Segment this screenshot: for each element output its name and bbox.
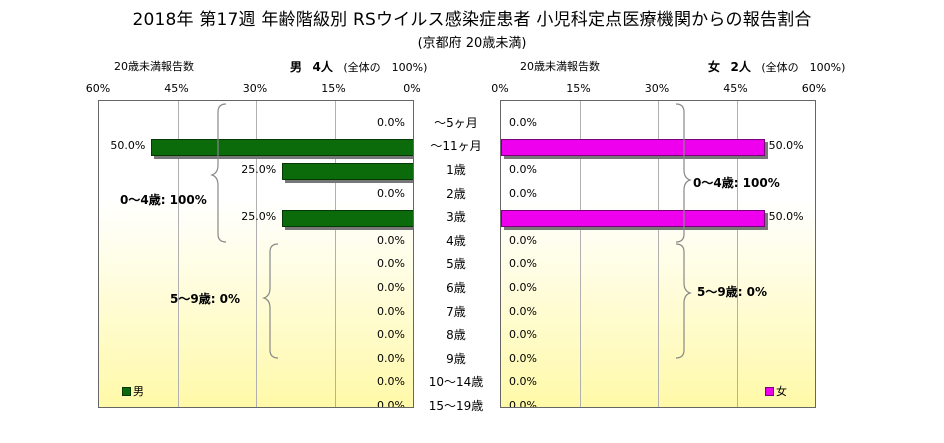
male-label: 男 [290,60,303,74]
female-label: 女 [708,60,721,74]
chart-subtitle: (京都府 20歳未満) [417,36,527,51]
male-tick-label: 0% [403,82,421,95]
male-header: 男 4人 (全体の 100%) [290,58,427,75]
female-bar [501,209,765,227]
male-count: 4人 [312,60,333,74]
female-value-label: 0.0% [509,233,537,247]
age-label: 10～14歳 [428,375,484,390]
male-bar [282,162,413,180]
age-label: ～5ヶ月 [434,115,478,130]
male-tick-label: 30% [242,82,268,95]
female-value-label: 0.0% [509,115,537,129]
age-label: 15～19歳 [428,399,484,413]
female-value-label: 0.0% [509,375,537,389]
female-tick-label: 60% [801,82,827,95]
female-gridline [658,101,659,407]
male-legend: 男 [122,383,144,399]
female-plot-area: 0.0% 50.0% 0.0% 0.0% 50.0% 0.0% 0.0% 0.0% 0.0% 0.… [500,100,816,408]
male-value-label: 25.0% [241,163,277,176]
female-bar [501,138,765,156]
female-gridline [579,101,581,407]
male-value-label: 0.0% [377,375,405,389]
male-count-header-label: 20歳未満報告数 [114,60,194,73]
female-tick-label: 0% [491,82,509,95]
male-tick-label: 45% [164,82,189,95]
female-tick-label: 45% [723,82,748,95]
male-plot-area: 0.0% 50.0% 25.0% 0.0% 25.0% 0.0% 0.0% 0.0% 0.0% 0… [98,100,414,408]
male-value-label: 0.0% [377,351,405,365]
male-brace-note-5-9: 5～9歳: 0% [170,292,241,306]
male-gridline [256,101,257,407]
female-value-label: 50.0% [768,210,804,224]
age-label: ～11ヶ月 [430,139,482,154]
female-value-label: 50.0% [768,139,804,153]
male-bar [282,209,413,227]
age-label: 2歳 [446,186,466,201]
male-gridline [334,101,336,407]
male-value-label: 0.0% [377,399,405,408]
female-tick-label: 15% [566,82,591,95]
female-value-label: 0.0% [509,163,537,176]
female-value-label: 0.0% [509,351,537,365]
male-tick-label: 60% [85,82,111,95]
male-value-label: 25.0% [241,210,277,224]
age-label: 1歳 [446,163,466,177]
female-legend-swatch [765,386,774,396]
male-gridline [177,101,179,407]
male-value-label: 0.0% [377,328,405,342]
male-value-label: 50.0% [110,139,146,153]
male-brace-note-0-4: 0～4歳: 100% [120,193,207,207]
female-brace-note-0-4: 0～4歳: 100% [693,176,780,190]
female-tick-label: 30% [644,82,670,95]
female-value-label: 0.0% [509,257,537,271]
male-legend-label: 男 [133,385,144,398]
female-count: 2人 [730,60,751,74]
female-legend: 女 [765,383,787,399]
female-value-label: 0.0% [509,186,537,200]
female-header: 女 2人 (全体の 100%) [708,58,845,75]
male-bar [151,138,413,156]
male-value-label: 0.0% [377,233,405,247]
male-value-label: 0.0% [377,304,405,318]
age-label: 5歳 [446,257,466,272]
male-legend-swatch [122,386,131,396]
female-value-label: 0.0% [509,399,537,408]
female-value-label: 0.0% [509,304,537,318]
female-total-note: (全体の 100%) [761,61,846,74]
male-value-label: 0.0% [377,257,405,271]
male-total-note: (全体の 100%) [343,61,428,74]
age-label: 3歳 [446,210,466,225]
age-label: 7歳 [446,304,466,319]
male-value-label: 0.0% [377,186,405,200]
female-count-header-label: 20歳未満報告数 [520,60,600,73]
age-label: 4歳 [446,233,466,248]
female-brace-note-5-9: 5～9歳: 0% [697,285,768,299]
female-value-label: 0.0% [509,281,537,294]
male-value-label: 0.0% [377,281,405,294]
age-label: 6歳 [446,281,466,295]
male-value-label: 0.0% [377,115,405,129]
female-legend-label: 女 [776,385,787,398]
age-label: 8歳 [446,328,466,343]
female-gridline [736,101,738,407]
chart-title: 2018年 第17週 年齢階級別 RSウイルス感染症患者 小児科定点医療機関から… [132,10,812,30]
age-label: 9歳 [446,351,466,366]
male-tick-label: 15% [321,82,346,95]
female-value-label: 0.0% [509,328,537,342]
